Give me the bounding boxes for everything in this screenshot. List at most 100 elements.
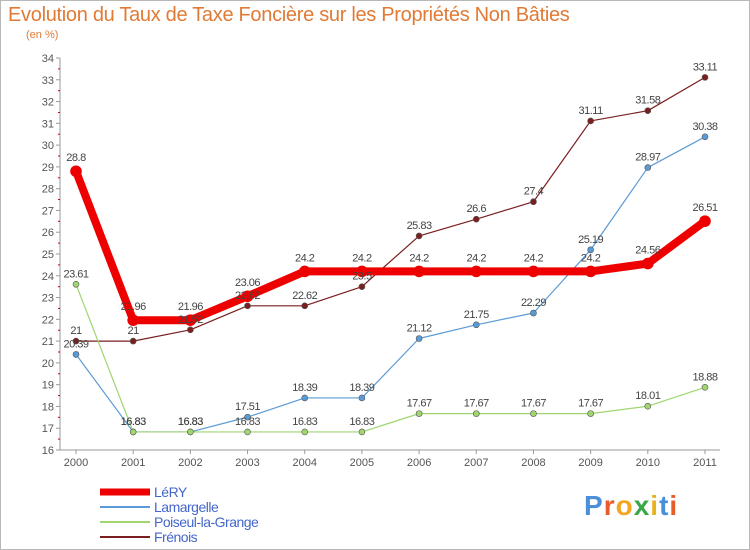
data-point (415, 232, 423, 240)
data-point (244, 302, 251, 310)
data-label: 21.12 (407, 322, 432, 334)
data-label: 23.06 (235, 277, 260, 289)
data-label: 21.96 (178, 301, 203, 313)
x-tick-label: 2002 (178, 457, 202, 469)
series-line (75, 136, 706, 433)
x-tick-label: 2008 (521, 457, 545, 469)
series-line (75, 283, 706, 433)
data-point (701, 383, 709, 391)
legend-label: Lamargelle (154, 499, 219, 515)
data-label: 17.67 (407, 398, 432, 410)
data-point (184, 314, 197, 327)
data-point (129, 337, 137, 345)
data-point (415, 335, 423, 342)
logo-letter: o (615, 490, 634, 521)
data-point (70, 165, 82, 178)
data-point (358, 428, 366, 436)
data-point (587, 410, 594, 417)
data-point (301, 302, 309, 310)
data-label: 33.11 (693, 61, 718, 73)
data-point (530, 309, 537, 317)
data-label: 18.88 (692, 371, 717, 383)
data-label: 24.2 (467, 252, 487, 264)
data-point (642, 257, 654, 270)
series-line (72, 167, 709, 325)
data-label: 30.38 (692, 121, 717, 133)
proxiti-logo: Proxiti (584, 490, 678, 522)
data-point (72, 337, 80, 345)
data-point (301, 428, 309, 436)
data-point (72, 280, 80, 288)
data-label: 25.83 (407, 220, 432, 232)
data-label: 26.51 (692, 202, 717, 214)
y-tick-label: 25 (42, 249, 54, 261)
y-tick-label: 22 (42, 314, 54, 326)
y-tick-label: 29 (42, 162, 54, 174)
data-label: 16.83 (178, 416, 203, 428)
data-label: 17.67 (521, 398, 546, 410)
x-tick-label: 2004 (292, 457, 316, 469)
y-tick-label: 17 (42, 423, 54, 435)
data-point (358, 394, 366, 402)
data-label: 22.62 (292, 290, 317, 302)
data-label: 17.67 (464, 398, 489, 410)
data-point (699, 215, 711, 227)
data-label: 31.58 (635, 95, 660, 107)
y-tick-label: 30 (42, 140, 54, 152)
data-point (701, 74, 709, 81)
data-point (241, 290, 254, 303)
y-tick-label: 20 (42, 358, 54, 370)
data-point (587, 117, 594, 125)
data-point (356, 265, 368, 278)
data-label: 24.56 (635, 245, 660, 257)
data-label: 16.83 (235, 416, 260, 428)
x-tick-label: 2006 (407, 457, 431, 469)
x-tick-label: 2000 (64, 457, 88, 469)
data-label: 18.01 (635, 390, 660, 402)
data-label: 17.51 (235, 401, 260, 413)
data-label: 27.4 (524, 186, 544, 198)
data-label: 22.29 (521, 297, 546, 309)
x-tick-label: 2003 (235, 457, 259, 469)
data-label: 24.2 (352, 252, 372, 264)
data-label: 22.62 (235, 290, 260, 302)
legend-label: Poiseul-la-Grange (154, 514, 259, 530)
x-tick-label: 2010 (636, 457, 660, 469)
data-point (530, 198, 537, 206)
data-point (413, 265, 425, 278)
data-label: 24.2 (295, 252, 315, 264)
logo-letter: P (584, 490, 604, 521)
data-label: 21 (70, 325, 82, 337)
legend-label: LéRY (154, 484, 188, 500)
x-tick-label: 2001 (121, 457, 145, 469)
y-tick-label: 28 (42, 184, 54, 196)
data-point (472, 215, 480, 223)
data-label: 16.83 (121, 416, 146, 428)
data-label: 21.52 (178, 314, 203, 326)
data-point (301, 394, 309, 402)
x-tick-label: 2007 (464, 457, 488, 469)
data-point (701, 133, 709, 141)
data-label: 31.11 (579, 105, 604, 117)
data-point (584, 265, 597, 278)
y-tick-label: 24 (42, 271, 54, 283)
logo-letter: r (603, 490, 616, 521)
data-point (298, 265, 311, 278)
y-tick-label: 18 (42, 401, 54, 413)
series-line (75, 76, 706, 342)
data-point (129, 428, 137, 436)
data-label: 23.61 (63, 268, 88, 280)
y-tick-label: 16 (42, 445, 54, 457)
data-label: 21.75 (464, 309, 489, 321)
data-point (530, 410, 537, 417)
x-tick-label: 2005 (350, 457, 374, 469)
data-label: 18.39 (349, 382, 374, 394)
data-label: 16.83 (121, 416, 146, 428)
logo-letter: i (650, 490, 660, 521)
data-point (358, 283, 366, 290)
data-label: 26.6 (467, 203, 487, 215)
y-tick-label: 32 (42, 97, 54, 109)
data-label: 25.19 (578, 234, 603, 246)
data-point (72, 351, 80, 358)
